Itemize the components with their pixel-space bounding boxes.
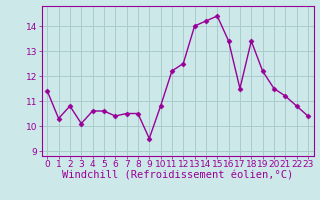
X-axis label: Windchill (Refroidissement éolien,°C): Windchill (Refroidissement éolien,°C)	[62, 171, 293, 181]
